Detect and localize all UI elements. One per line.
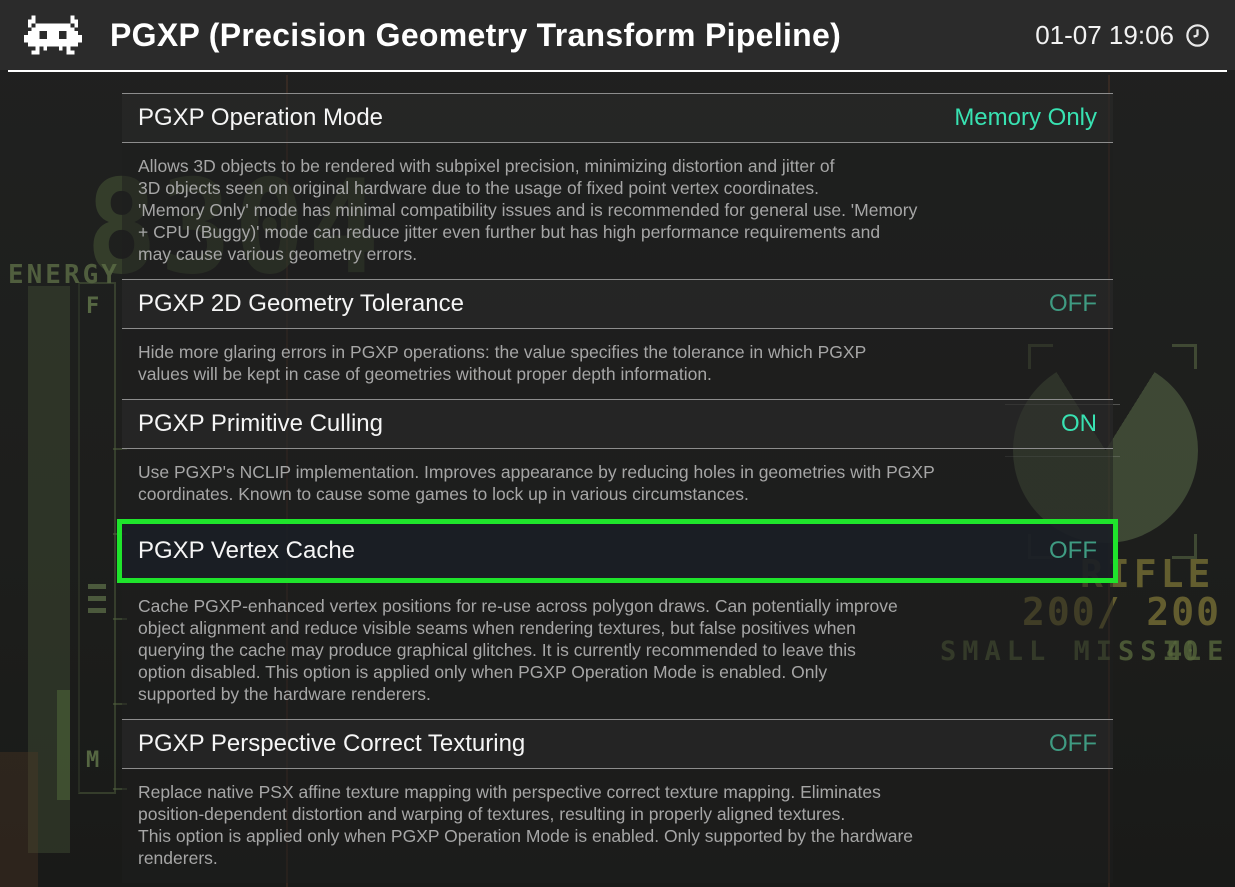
setting-row[interactable]: PGXP Operation Mode Memory Only — [122, 93, 1113, 143]
setting-value[interactable]: ON — [1061, 410, 1097, 437]
clock-widget: 01-07 19:06 — [1035, 20, 1211, 51]
background-terrain — [0, 752, 38, 887]
hud-gauge-dash — [88, 584, 106, 589]
setting-description: Hide more glaring errors in PGXP operati… — [122, 329, 1113, 399]
setting-label: PGXP Operation Mode — [138, 104, 384, 131]
hud-energy-gauge-bar — [28, 286, 70, 853]
hud-gauge-tick — [113, 703, 127, 705]
setting-description: Replace native PSX affine texture mappin… — [122, 769, 1113, 883]
retroarch-logo-icon — [24, 15, 82, 55]
hud-radar-bracket — [1172, 344, 1197, 369]
setting-row[interactable]: PGXP Primitive Culling ON — [122, 399, 1113, 449]
hud-gauge-full-marker: F — [86, 294, 100, 319]
setting-row-selected[interactable]: PGXP Vertex Cache OFF — [117, 519, 1118, 583]
header: PGXP (Precision Geometry Transform Pipel… — [0, 0, 1235, 70]
hud-energy-label: ENERGY — [8, 260, 120, 290]
hud-energy-gauge-frame — [78, 282, 116, 794]
setting-description: Cache PGXP-enhanced vertex positions for… — [122, 583, 1113, 719]
clock-icon — [1186, 23, 1209, 47]
setting-value[interactable]: OFF — [1049, 730, 1097, 757]
header-underline — [8, 70, 1227, 72]
setting-label: PGXP Vertex Cache — [138, 537, 356, 564]
hud-gauge-tick — [113, 618, 127, 620]
setting-description: Use PGXP's NCLIP implementation. Improve… — [122, 449, 1113, 519]
setting-description: Allows 3D objects to be rendered with su… — [122, 143, 1113, 279]
hud-gauge-mid-marker: M — [86, 748, 100, 773]
hud-gauge-segment — [57, 690, 70, 800]
setting-value[interactable]: Memory Only — [954, 104, 1097, 131]
setting-row[interactable]: PGXP 2D Geometry Tolerance OFF — [122, 279, 1113, 329]
hud-gauge-tick — [113, 788, 127, 790]
hud-radar-bracket — [1172, 534, 1197, 559]
settings-list: PGXP Operation Mode Memory Only Allows 3… — [117, 93, 1118, 883]
hud-gauge-dash — [88, 608, 106, 613]
setting-value[interactable]: OFF — [1049, 290, 1097, 317]
setting-row[interactable]: PGXP Perspective Correct Texturing OFF — [122, 719, 1113, 769]
setting-label: PGXP 2D Geometry Tolerance — [138, 290, 464, 317]
clock-time: 01-07 19:06 — [1035, 19, 1174, 50]
hud-missile-ammo: 40 — [1166, 636, 1199, 667]
hud-gauge-dash — [88, 596, 106, 601]
setting-label: PGXP Primitive Culling — [138, 410, 383, 437]
setting-value[interactable]: OFF — [1049, 537, 1097, 564]
hud-gauge-tick — [113, 448, 127, 450]
setting-label: PGXP Perspective Correct Texturing — [138, 730, 526, 757]
page-title: PGXP (Precision Geometry Transform Pipel… — [110, 16, 842, 53]
